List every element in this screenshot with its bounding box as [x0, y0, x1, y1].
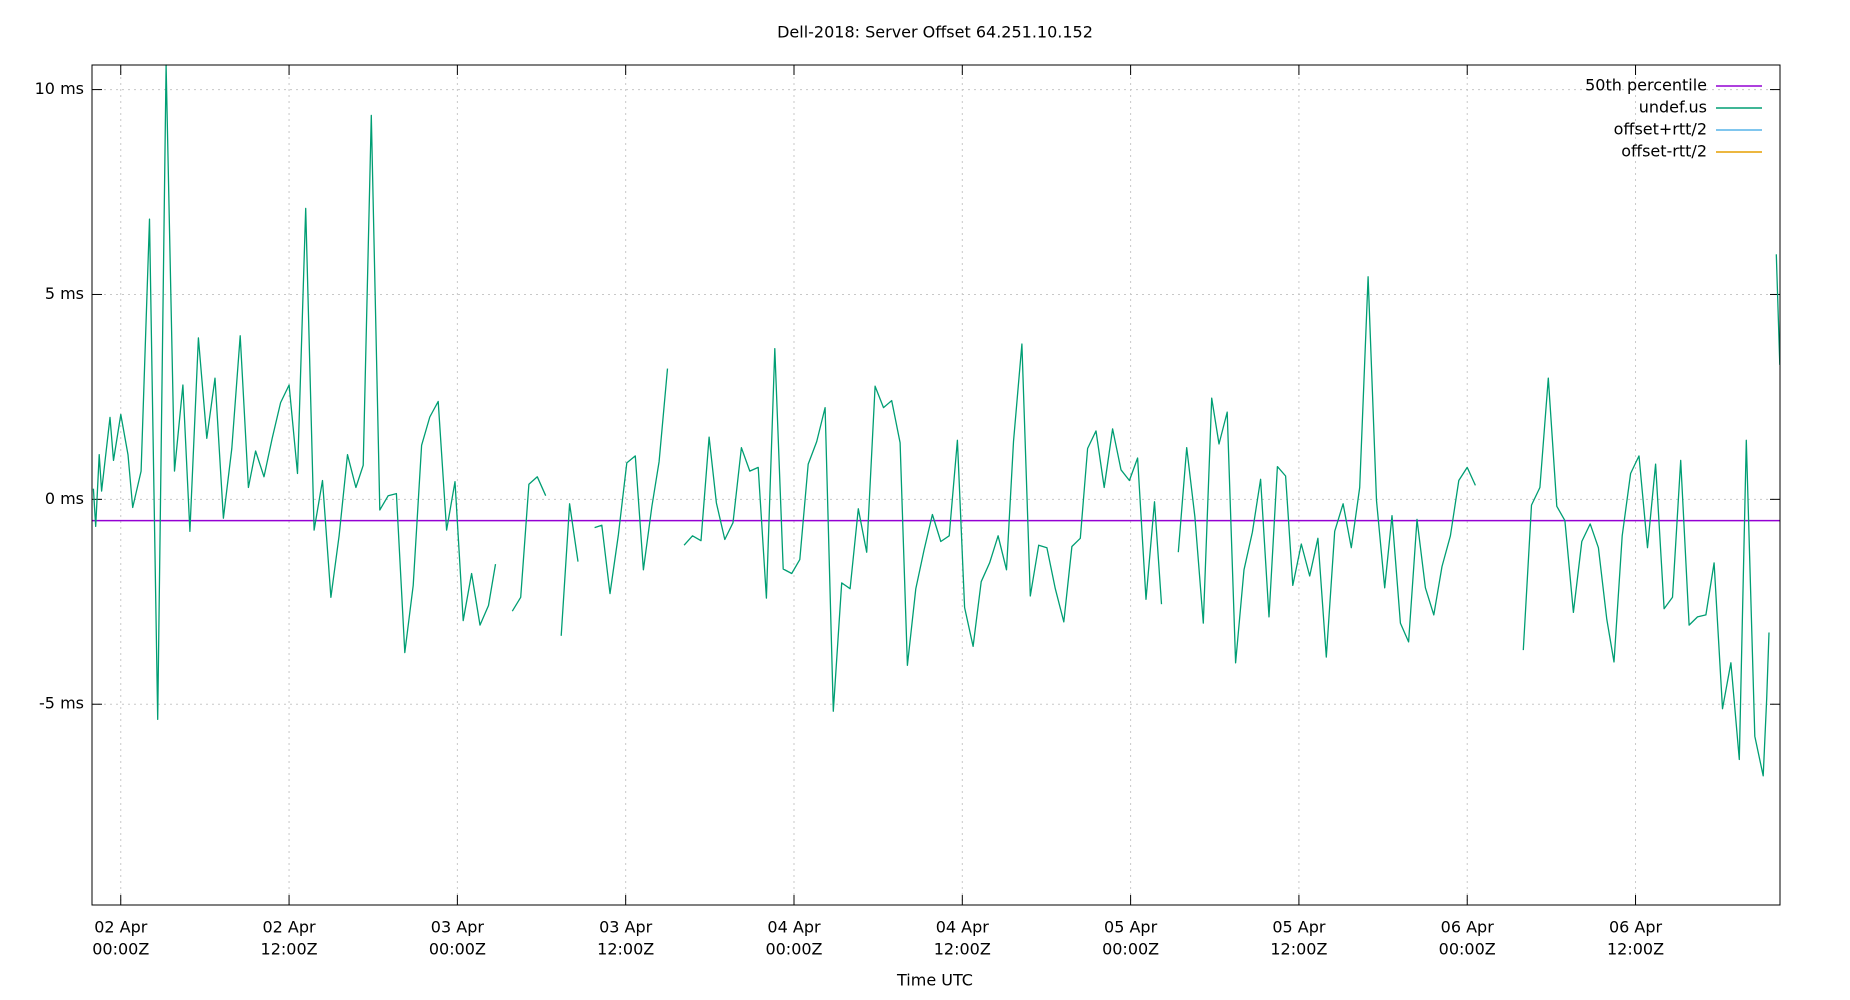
x-tick-label: 12:00Z	[597, 940, 654, 959]
x-tick-label: 02 Apr	[94, 918, 148, 937]
x-tick-label: 04 Apr	[936, 918, 990, 937]
x-tick-label: 12:00Z	[1270, 940, 1327, 959]
x-tick-label: 12:00Z	[934, 940, 991, 959]
x-tick-label: 12:00Z	[261, 940, 318, 959]
y-tick-label: -5 ms	[39, 694, 84, 713]
x-tick-label: 04 Apr	[767, 918, 821, 937]
x-axis-label: Time UTC	[896, 971, 973, 990]
x-tick-label: 05 Apr	[1104, 918, 1158, 937]
legend-label: undef.us	[1639, 98, 1707, 117]
chart-title: Dell-2018: Server Offset 64.251.10.152	[777, 23, 1093, 42]
x-tick-label: 06 Apr	[1609, 918, 1663, 937]
series-line	[92, 64, 1781, 777]
x-tick-label: 03 Apr	[599, 918, 653, 937]
x-tick-label: 00:00Z	[429, 940, 486, 959]
y-tick-label: 0 ms	[45, 489, 84, 508]
plot-frame	[91, 64, 1781, 906]
x-tick-label: 03 Apr	[431, 918, 485, 937]
legend-label: 50th percentile	[1585, 76, 1707, 95]
x-tick-label: 00:00Z	[1102, 940, 1159, 959]
y-tick-label: 10 ms	[35, 79, 84, 98]
legend-label: offset-rtt/2	[1621, 142, 1707, 161]
x-tick-label: 12:00Z	[1607, 940, 1664, 959]
legend-label: offset+rtt/2	[1614, 120, 1707, 139]
x-tick-label: 00:00Z	[92, 940, 149, 959]
x-tick-label: 00:00Z	[1439, 940, 1496, 959]
x-tick-label: 00:00Z	[765, 940, 822, 959]
y-tick-label: 5 ms	[45, 284, 84, 303]
x-tick-label: 05 Apr	[1272, 918, 1326, 937]
x-tick-label: 06 Apr	[1441, 918, 1495, 937]
x-tick-label: 02 Apr	[262, 918, 316, 937]
